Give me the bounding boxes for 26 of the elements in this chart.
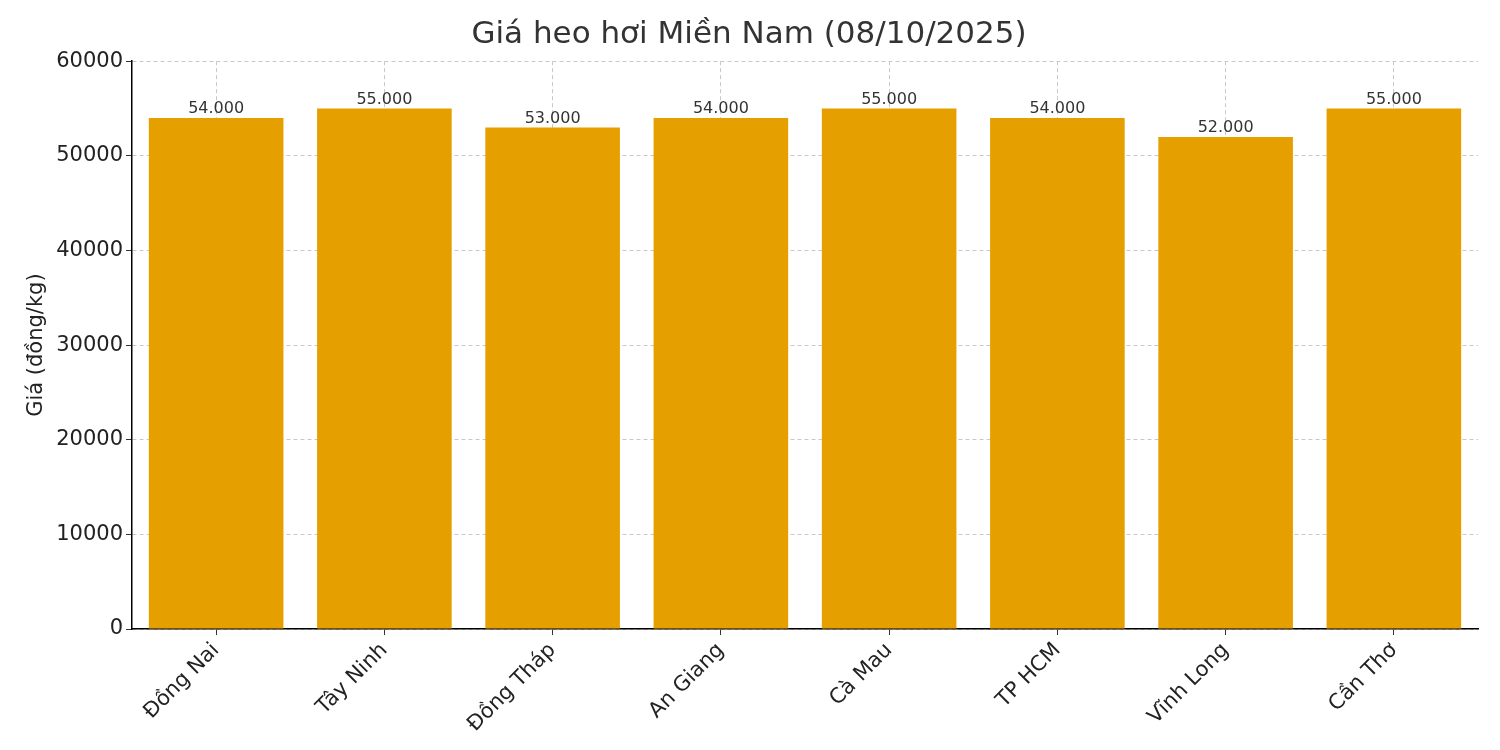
data-label: 55.000 — [356, 88, 413, 108]
y-tick-label: 50000 — [56, 142, 123, 167]
x-tick-label: Cần Thơ — [1323, 637, 1402, 716]
y-tick-label: 30000 — [56, 331, 123, 356]
data-label: 55.000 — [1365, 88, 1422, 108]
data-label: 54.000 — [188, 98, 245, 118]
bar — [148, 117, 284, 629]
y-tick-label: 60000 — [56, 47, 123, 72]
bar — [317, 108, 452, 629]
bar — [1158, 136, 1293, 629]
chart-title: Giá heo hơi Miền Nam (08/10/2025) — [471, 13, 1027, 50]
y-tick-label: 0 — [109, 615, 123, 640]
bar — [990, 117, 1125, 629]
bar — [1326, 108, 1462, 629]
data-label: 53.000 — [524, 107, 581, 127]
y-tick-label: 10000 — [56, 520, 123, 545]
data-label: 54.000 — [1029, 98, 1086, 118]
y-tick-label: 40000 — [56, 236, 123, 261]
y-tick-label: 20000 — [56, 426, 123, 451]
bar — [485, 127, 620, 629]
y-axis-title: Giá (đồng/kg) — [23, 273, 48, 417]
bar — [821, 108, 957, 629]
data-label: 52.000 — [1197, 117, 1254, 137]
bar — [653, 117, 789, 629]
data-label: 54.000 — [692, 98, 749, 118]
data-label: 55.000 — [861, 88, 918, 108]
